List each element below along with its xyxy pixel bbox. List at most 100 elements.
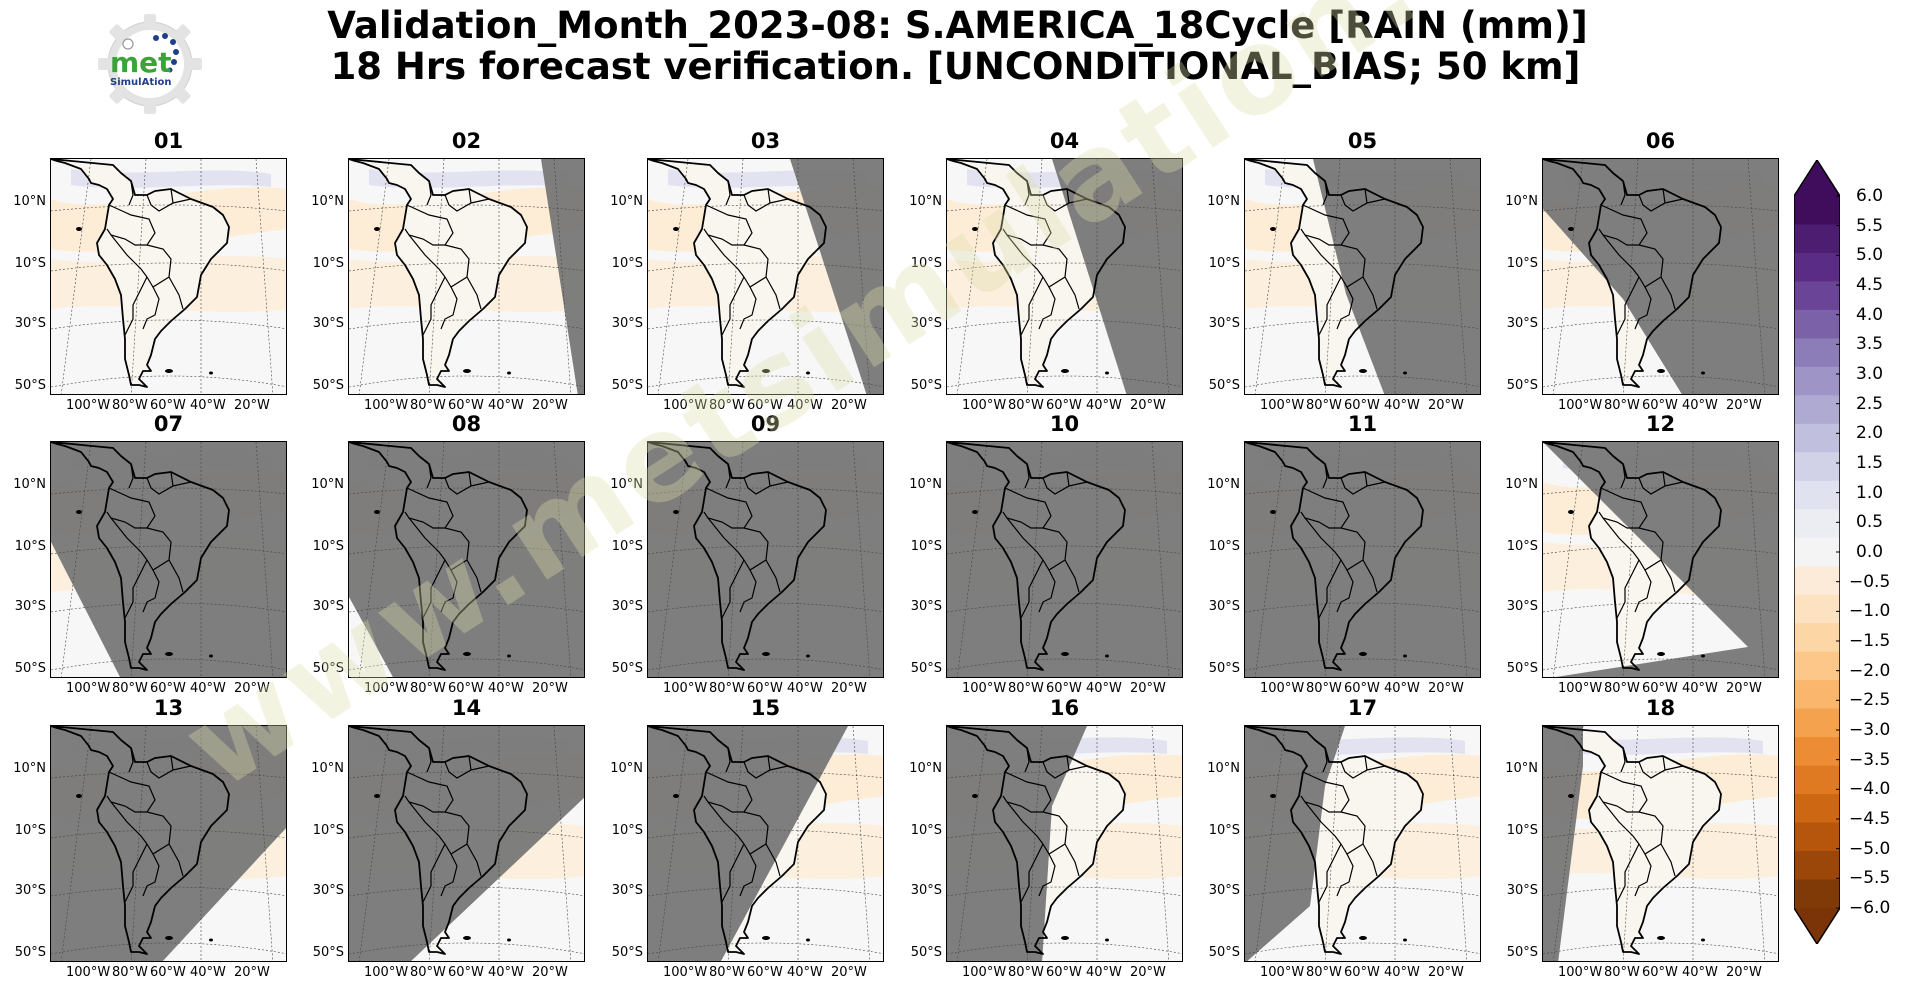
graticule-line [1543, 487, 1778, 495]
latitude-label: 50°S [1208, 945, 1240, 960]
latitude-label: 50°S [14, 945, 46, 960]
graticule-line [1543, 375, 1778, 388]
longitude-label: 60°W [747, 965, 783, 980]
latitude-label: 30°S [1208, 883, 1240, 898]
country-border [1638, 244, 1664, 288]
graticule-line [1543, 262, 1778, 272]
galapagos-islands [1568, 510, 1574, 514]
country-border [1616, 843, 1640, 903]
graticule-line [648, 942, 883, 955]
colorbar-tick-label: −0.5 [1849, 571, 1891, 592]
latitude-label: 10°N [610, 761, 643, 776]
latitude-label: 10°N [311, 194, 344, 209]
country-border [128, 747, 134, 773]
graticule-line [51, 545, 286, 555]
colorbar-segment [1794, 594, 1840, 624]
longitude-label: 20°W [831, 965, 867, 980]
country-border [1066, 188, 1070, 204]
country-border [1660, 559, 1676, 593]
falkland-islands [165, 936, 173, 940]
longitude-label: 100°W [66, 681, 111, 696]
longitude-label: 40°W [1384, 681, 1420, 696]
country-border [168, 843, 184, 877]
country-border [1006, 517, 1044, 561]
latitude-label: 10°S [14, 256, 46, 271]
graticule-line [51, 262, 286, 272]
graticule-line [1245, 545, 1480, 555]
graticule-line [648, 545, 883, 555]
country-border [408, 234, 446, 278]
country-border [146, 527, 172, 571]
colorbar-tick-label: −6.0 [1849, 898, 1891, 918]
graticule-line [648, 262, 883, 272]
latitude-label: 10°S [611, 823, 643, 838]
colorbar-tick-label: 3.0 [1856, 364, 1884, 384]
country-border [1340, 527, 1366, 571]
map-panel-18 [1542, 725, 1779, 962]
country-border [1616, 559, 1640, 619]
latitude-label: 10°N [13, 761, 46, 776]
country-border [1066, 755, 1070, 771]
latitude-label: 30°S [312, 883, 344, 898]
graticule-line [1026, 726, 1043, 961]
colorbar-tick-label: 0.5 [1856, 512, 1884, 533]
country-border [1620, 747, 1626, 773]
colorbar-segment [1794, 395, 1840, 425]
longitude-label: 80°W [112, 681, 148, 696]
longitude-label: 40°W [190, 965, 226, 980]
colorbar-tick-label: 5.5 [1856, 215, 1884, 236]
graticule-line [51, 829, 286, 839]
country-border [725, 747, 731, 773]
latitude-label: 30°S [611, 599, 643, 614]
coastline [1245, 442, 1424, 671]
south-georgia-island [1105, 654, 1109, 658]
map-panel-12 [1542, 441, 1779, 678]
panel-title: 05 [1347, 129, 1378, 153]
country-border [170, 471, 174, 487]
colorbar-tick-label: −2.0 [1849, 660, 1891, 681]
country-border [1364, 755, 1368, 771]
graticule-line [1245, 771, 1480, 779]
map-panel-14 [348, 725, 585, 962]
colorbar-segment [1794, 765, 1840, 795]
graticule-line [1245, 262, 1480, 272]
graticule-line [1622, 159, 1639, 394]
graticule-line [130, 726, 147, 961]
coastline [349, 442, 528, 671]
longitude-label: 40°W [488, 965, 524, 980]
panel-title: 14 [451, 696, 482, 720]
graticule-line [648, 487, 883, 495]
longitude-label: 60°W [1642, 965, 1678, 980]
graticule-line [349, 262, 584, 272]
falkland-islands [1657, 652, 1665, 656]
falkland-islands [165, 369, 173, 373]
colorbar-tick-label: 1.0 [1856, 482, 1884, 503]
map-panel-03 [647, 158, 884, 395]
country-border [767, 471, 771, 487]
country-border [466, 559, 482, 593]
south-georgia-island [806, 938, 810, 942]
latitude-label: 50°S [611, 378, 643, 393]
page-title-line-2: 18 Hrs forecast verification. [UNCONDITI… [330, 45, 1581, 88]
panel-title: 13 [153, 696, 184, 720]
latitude-label: 10°N [311, 477, 344, 492]
country-border [1634, 286, 1652, 330]
colorbar-tick-label: −1.5 [1849, 631, 1891, 651]
map-panel-17 [1244, 725, 1481, 962]
latitude-label: 30°S [14, 883, 46, 898]
coastline [947, 726, 1126, 955]
longitude-label: 80°W [1604, 681, 1640, 696]
panel-title: 04 [1049, 129, 1080, 153]
country-border [1006, 234, 1044, 278]
colorbar-tick-label: −4.0 [1849, 779, 1891, 800]
country-border [721, 559, 745, 619]
longitude-label: 20°W [532, 398, 568, 413]
south-georgia-island [507, 371, 511, 375]
colorbar-tick-label: −3.0 [1849, 720, 1891, 740]
latitude-label: 50°S [1506, 945, 1538, 960]
longitude-label: 100°W [66, 965, 111, 980]
longitude-label: 60°W [448, 965, 484, 980]
latitude-label: 30°S [14, 316, 46, 331]
colorbar-tick-label: 0.0 [1856, 542, 1884, 562]
galapagos-islands [972, 794, 978, 798]
